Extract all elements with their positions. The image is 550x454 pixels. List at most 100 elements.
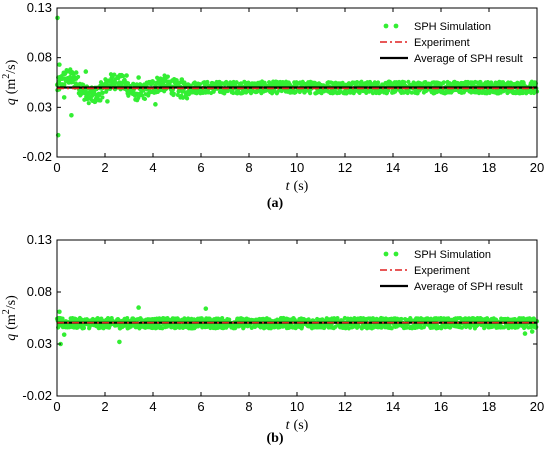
data-point — [512, 316, 517, 322]
panel-caption: (b) — [266, 431, 283, 446]
data-point — [409, 90, 414, 95]
y-axis-label: q (m2/s) — [1, 59, 19, 105]
y-axis-symbol: q — [4, 98, 19, 105]
data-point — [174, 78, 179, 83]
data-point — [136, 75, 141, 80]
data-point — [112, 72, 117, 77]
x-tick-label: 4 — [149, 160, 156, 175]
data-point — [61, 95, 67, 100]
y-tick-label: 0.13 — [27, 0, 52, 15]
data-point — [506, 325, 511, 331]
data-point — [203, 306, 209, 311]
y-axis-unit-exponent: 2 — [1, 74, 12, 79]
y-tick-label: 0.13 — [27, 232, 52, 247]
x-tick-label: 12 — [338, 160, 352, 175]
legend: SPH Simulation Experiment Average of SPH r… — [380, 21, 523, 65]
x-axis-symbol: t — [286, 179, 291, 194]
legend-marker-sph — [393, 251, 399, 257]
chart-panel-a: 0 2 4 6 8 10 12 14 16 18 20 -0.02 0.03 0.08 0.13 t (s) q (… — [1, 0, 544, 211]
data-point — [87, 324, 92, 330]
x-tick-label: 16 — [434, 399, 448, 414]
data-point — [404, 325, 409, 330]
data-point — [468, 325, 473, 330]
sph-simulation-points — [54, 15, 540, 138]
x-tick-label: 0 — [53, 399, 60, 414]
data-point — [205, 79, 210, 85]
data-point — [199, 316, 204, 321]
x-tick-label: 18 — [482, 160, 496, 175]
data-point — [62, 82, 67, 87]
data-point — [312, 80, 318, 85]
y-tick-label: 0.03 — [27, 336, 52, 351]
data-point — [399, 316, 404, 322]
x-tick-label: 18 — [482, 399, 496, 414]
y-axis-symbol: q — [4, 334, 19, 341]
data-point — [502, 325, 507, 330]
data-point — [184, 96, 190, 101]
data-point — [161, 82, 166, 87]
data-point — [57, 309, 62, 315]
y-tick-label: 0.03 — [27, 99, 52, 114]
x-tick-label: 2 — [101, 399, 108, 414]
legend-marker-sph — [383, 251, 389, 257]
data-point — [340, 80, 345, 85]
data-point — [175, 92, 180, 98]
y-axis-unit-base: (m — [4, 314, 19, 330]
data-point — [150, 79, 156, 85]
x-tick-label: 0 — [53, 160, 60, 175]
chart-panel-b: 0 2 4 6 8 10 12 14 16 18 20 -0.02 0.03 0.08 0.13 t (s) q (… — [1, 232, 544, 446]
x-tick-label: 20 — [530, 160, 544, 175]
x-tick-label: 16 — [434, 160, 448, 175]
y-axis-unit-tail: /s) — [4, 59, 19, 73]
y-axis-unit-tail: /s) — [4, 295, 19, 309]
panel-caption: (a) — [267, 196, 284, 211]
legend-label-average: Average of SPH result — [414, 53, 523, 65]
x-tick-label: 10 — [290, 160, 304, 175]
data-point — [61, 332, 67, 337]
data-point — [153, 102, 158, 107]
data-point — [389, 326, 394, 331]
legend-marker-sph — [383, 23, 389, 29]
data-point — [79, 91, 84, 96]
data-point — [97, 98, 103, 103]
data-point — [333, 324, 338, 329]
data-point — [386, 88, 391, 93]
data-point — [376, 80, 381, 85]
y-tick-label: 0.08 — [27, 50, 52, 65]
data-point — [136, 305, 141, 310]
legend-label-experiment: Experiment — [414, 37, 470, 49]
y-axis-unit-base: (m — [4, 79, 19, 95]
y-tick-label: -0.02 — [22, 149, 52, 164]
data-point — [522, 331, 528, 336]
data-point — [165, 74, 170, 79]
x-tick-label: 4 — [149, 399, 156, 414]
x-axis-symbol: t — [286, 418, 291, 433]
data-point — [534, 324, 539, 330]
data-point — [171, 91, 176, 96]
data-point — [105, 99, 110, 104]
data-point — [406, 79, 411, 84]
data-point — [60, 316, 65, 321]
legend-label-average: Average of SPH result — [414, 281, 523, 293]
data-point — [179, 77, 185, 82]
data-point — [117, 339, 122, 345]
data-point — [224, 79, 229, 85]
x-tick-label: 8 — [245, 160, 252, 175]
y-tick-label: -0.02 — [22, 388, 52, 403]
x-axis-label: t (s) — [286, 418, 309, 433]
x-axis-unit: (s) — [294, 179, 309, 194]
data-point — [75, 74, 81, 80]
data-point — [92, 89, 97, 95]
data-point — [63, 71, 68, 77]
data-point — [299, 324, 305, 330]
legend-label-sph: SPH Simulation — [414, 249, 491, 261]
data-point — [529, 329, 535, 334]
data-point — [81, 325, 87, 331]
data-point — [69, 112, 74, 118]
x-tick-label: 2 — [101, 160, 108, 175]
data-point — [73, 70, 79, 75]
data-point — [142, 96, 148, 102]
data-point — [354, 79, 360, 85]
data-point — [246, 80, 251, 85]
